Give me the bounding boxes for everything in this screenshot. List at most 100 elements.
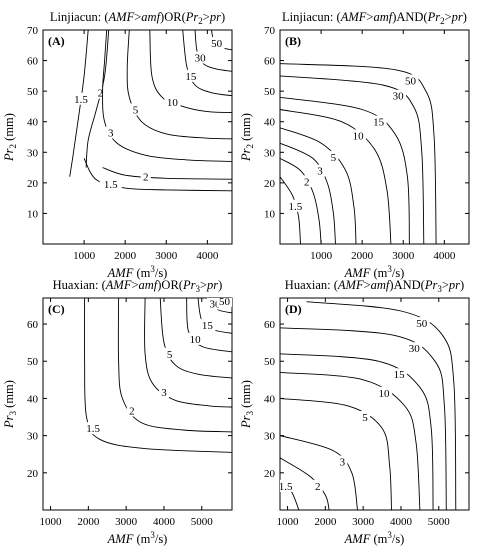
x-tick-label: 3000 [392,250,415,262]
contour-label-bg [192,51,209,64]
contour-label: 2 [304,176,310,188]
x-axis-label: AMF (m3/s) [107,530,168,546]
contour-label: 3 [108,127,114,139]
contour-line-5 [126,30,232,140]
y-tick-label: 60 [27,319,39,331]
y-tick-label: 40 [264,393,276,405]
panel-label: (D) [285,302,302,316]
contour-label: 1.5 [86,423,100,435]
y-tick-label: 20 [264,468,276,480]
contour-label: 10 [190,334,202,346]
contour-label: 50 [416,318,428,330]
contour-line-5 [280,127,357,244]
contour-label-bg [158,385,169,398]
contour-label: 50 [211,38,223,50]
contour-label-bg [402,74,419,87]
contour-label-bg [206,298,223,310]
contour-label-bg [187,332,204,345]
chart-panel-3: Huaxian: (AMF>amf)OR(Pr3>pr) 1000 2000 3000… [2,278,233,546]
plot-frame [42,297,233,511]
x-tick-label: 2000 [351,250,374,262]
contour-label-bg [337,455,348,468]
y-tick-label: 40 [27,117,39,129]
contour-label-bg [99,177,122,190]
x-tick-label: 3000 [352,516,375,528]
chart-panel-2: Linjiacun: (AMF>amf)AND(Pr2>pr) 1000 2000 3… [239,10,470,280]
contour-label: 1.5 [279,481,293,493]
contour-label-bg [391,368,408,381]
contour-label-bg [413,317,430,330]
contour-label: 10 [167,97,179,109]
contour-label: 10 [378,388,390,400]
contour-label: 50 [219,296,231,308]
contour-label-bg [199,318,216,331]
contour-label-bg [284,199,307,212]
y-axis-label: Pr3 (mm) [239,380,255,429]
y-tick-label: 70 [264,25,276,37]
contour-label: 2 [315,481,321,493]
y-tick-label: 10 [27,208,39,220]
contour-line-3 [280,435,358,510]
x-tick-label: 3000 [115,516,138,528]
contour-label-bg [312,479,323,492]
x-tick-label: 2000 [77,516,100,528]
y-tick-label: 30 [27,431,39,443]
contour-label-bg [315,164,326,177]
x-tick-label: 2000 [314,516,337,528]
contour-line-3 [280,142,336,244]
y-tick-label: 30 [27,147,39,159]
y-tick-label: 30 [264,147,276,159]
y-tick-label: 60 [264,56,276,68]
contour-line-2 [102,167,232,180]
contour-line-30 [194,30,232,72]
y-tick-label: 50 [27,86,39,98]
contour-label: 15 [394,369,406,381]
panel-title: Huaxian: (AMF>amf)AND(Pr3>pr) [285,278,464,294]
contour-label: 15 [185,71,197,83]
x-tick-label: 1000 [73,250,96,262]
x-tick-label: 1000 [310,250,333,262]
contour-line-10 [280,371,421,510]
contour-line-2 [85,30,110,168]
plot-frame [42,29,233,245]
contour-line-30 [280,327,447,510]
contour-label: 10 [353,130,365,142]
y-tick-label: 10 [264,208,276,220]
contour-line-50 [280,63,437,244]
x-tick-label: 4000 [390,516,413,528]
contour-label: 3 [340,457,346,469]
contour-line-30 [280,75,425,244]
x-tick-label: 4000 [433,250,456,262]
contour-line-15 [182,30,232,97]
contour-label-bg [328,150,339,163]
y-tick-label: 20 [27,178,39,190]
y-tick-label: 20 [264,178,276,190]
contour-line-50 [306,301,457,510]
contour-label: 3 [317,166,323,178]
x-axis-label: AMF (m3/s) [344,530,405,546]
plot-frame [279,297,470,511]
contour-label: 2 [129,406,135,418]
contour-line-10 [280,109,392,244]
contour-label-bg [182,69,199,82]
y-axis-label: Pr2 (mm) [2,113,18,162]
contour-label: 50 [405,75,417,87]
contour-label-bg [360,411,371,424]
chart-panel-4: Huaxian: (AMF>amf)AND(Pr3>pr) 1000 2000 300… [239,278,470,546]
contour-label-bg [130,103,141,116]
y-tick-label: 70 [27,25,39,37]
y-tick-label: 50 [264,86,276,98]
contour-label: 2 [143,172,149,184]
contour-label: 1.5 [289,201,303,213]
contour-label-bg [164,95,181,108]
contour-label-bg [208,36,225,49]
contour-label: 30 [393,91,405,103]
contour-line-2 [280,158,322,244]
contour-label-bg [164,347,175,360]
contour-label: 1.5 [74,94,88,106]
x-tick-label: 5000 [428,516,451,528]
plot-frame [279,29,470,245]
contour-line-1.5 [69,30,89,177]
x-tick-label: 5000 [191,516,214,528]
contour-label-bg [216,298,232,307]
